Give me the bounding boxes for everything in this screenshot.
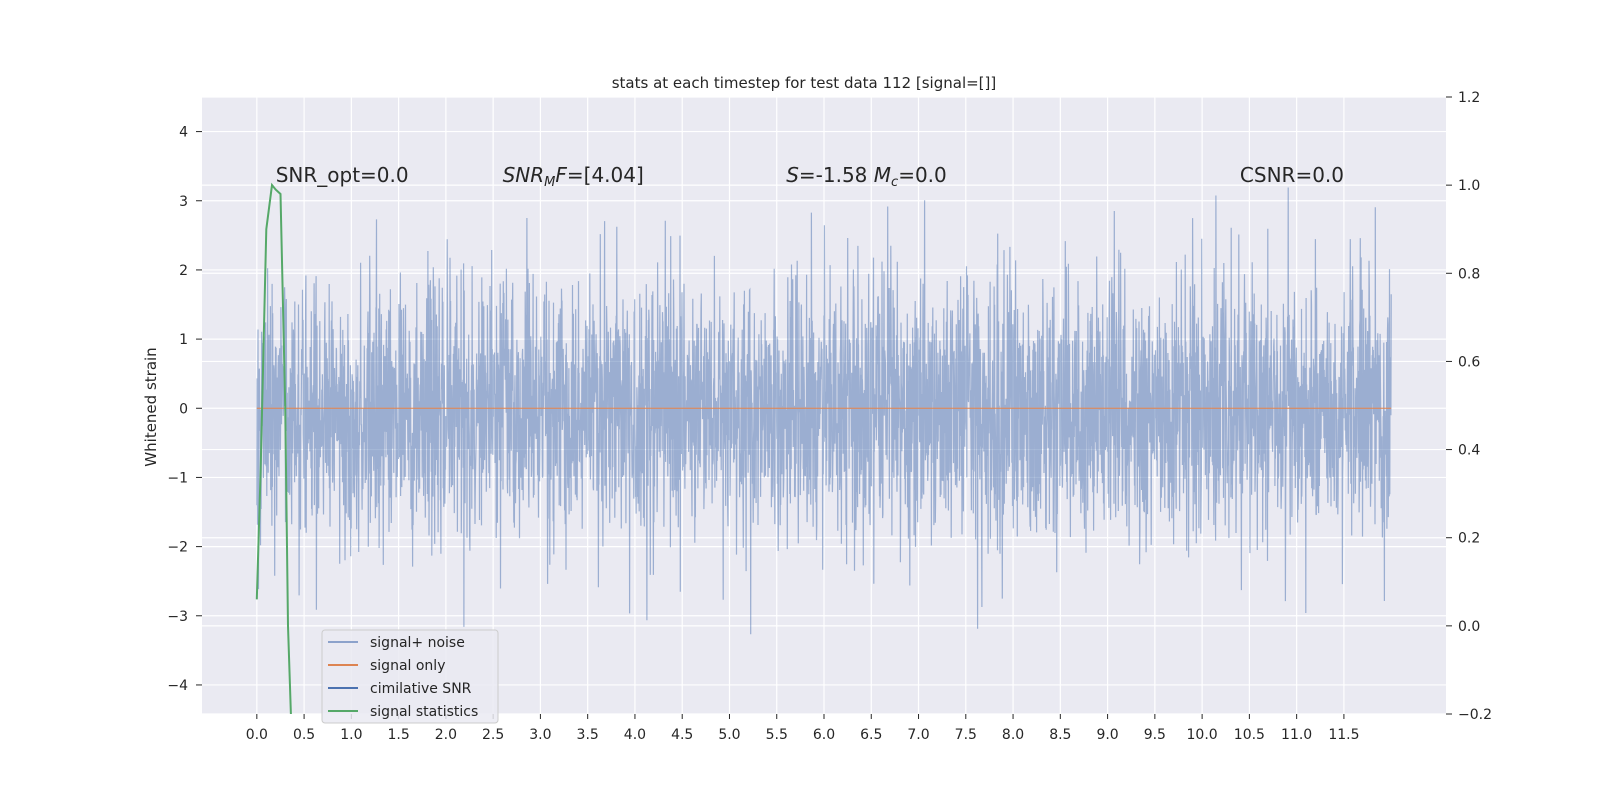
legend-entry: signal+ noise xyxy=(370,635,465,651)
y2-tick-label: 0.8 xyxy=(1458,266,1480,282)
annotation-part: CSNR=0.0 xyxy=(1240,163,1344,187)
x-tick-label: 7.5 xyxy=(955,727,977,743)
x-tick-label: 2.0 xyxy=(435,727,457,743)
legend-entry: signal statistics xyxy=(370,704,478,720)
legend-entry: cimilative SNR xyxy=(370,681,472,697)
annotation-2: S=-1.58 Mc=0.0 xyxy=(786,163,947,190)
x-tick-label: 9.0 xyxy=(1096,727,1118,743)
x-tick-label: 3.0 xyxy=(529,727,551,743)
annotation-part: =0.0 xyxy=(898,163,947,187)
annotation-part: M xyxy=(544,175,555,190)
series-signal-statistics xyxy=(255,182,292,714)
annotation-3: CSNR=0.0 xyxy=(1240,163,1344,187)
x-tick-label: 4.0 xyxy=(624,727,646,743)
x-tick-label: 3.5 xyxy=(577,727,599,743)
y-tick-label: 3 xyxy=(179,194,188,210)
y-tick-label: −4 xyxy=(167,678,188,694)
x-tick-label: 10.5 xyxy=(1234,727,1265,743)
y-tick-label: 4 xyxy=(179,125,188,141)
annotation-part: F xyxy=(555,163,567,187)
x-tick-label: 8.5 xyxy=(1049,727,1071,743)
y-tick-label: −2 xyxy=(167,540,188,556)
y-tick-label: −3 xyxy=(167,609,188,625)
legend-box xyxy=(321,629,499,724)
series-signal-noise xyxy=(256,187,1392,635)
annotation-0: SNR_opt=0.0 xyxy=(276,163,409,187)
x-tick-label: 6.5 xyxy=(860,727,882,743)
annotation-part: SNR xyxy=(503,163,545,187)
x-tick-label: 11.5 xyxy=(1328,727,1359,743)
y2-tick-label: 0.0 xyxy=(1458,619,1480,635)
x-tick-label: 5.0 xyxy=(718,727,740,743)
y2-tick-label: 1.2 xyxy=(1458,90,1480,106)
x-tick-label: 10.0 xyxy=(1187,727,1218,743)
y-tick-label: 1 xyxy=(179,332,188,348)
chart-title: stats at each timestep for test data 112… xyxy=(612,74,997,92)
x-tick-label: 4.5 xyxy=(671,727,693,743)
y-axis-label: Whitened strain xyxy=(142,347,160,466)
x-tick-label: 5.5 xyxy=(766,727,788,743)
annotation-part: S xyxy=(786,163,799,187)
y2-tick-label: 1.0 xyxy=(1458,178,1480,194)
annotation-1: SNRMF=[4.04] xyxy=(503,163,644,190)
x-tick-label: 9.5 xyxy=(1144,727,1166,743)
annotation-part: =[4.04] xyxy=(567,163,644,187)
x-tick-label: 7.0 xyxy=(907,727,929,743)
x-tick-label: 1.5 xyxy=(387,727,409,743)
x-tick-label: 11.0 xyxy=(1281,727,1312,743)
y-tick-label: 0 xyxy=(179,401,188,417)
y-tick-label: 2 xyxy=(179,263,188,279)
annotation-part: M xyxy=(874,163,891,187)
y2-tick-label: −0.2 xyxy=(1458,707,1492,723)
x-tick-label: 1.0 xyxy=(340,727,362,743)
y-tick-label: −1 xyxy=(167,470,188,486)
y2-tick-label: 0.4 xyxy=(1458,443,1480,459)
x-tick-label: 0.0 xyxy=(246,727,268,743)
x-tick-label: 6.0 xyxy=(813,727,835,743)
annotation-part: SNR_opt=0.0 xyxy=(276,163,409,187)
legend-entry: signal only xyxy=(370,658,445,674)
y2-tick-label: 0.2 xyxy=(1458,531,1480,547)
x-tick-label: 2.5 xyxy=(482,727,504,743)
annotation-part: =-1.58 xyxy=(799,163,874,187)
x-tick-label: 0.5 xyxy=(293,727,315,743)
annotation-part: c xyxy=(891,175,898,190)
y2-tick-label: 0.6 xyxy=(1458,354,1480,370)
x-tick-label: 8.0 xyxy=(1002,727,1024,743)
